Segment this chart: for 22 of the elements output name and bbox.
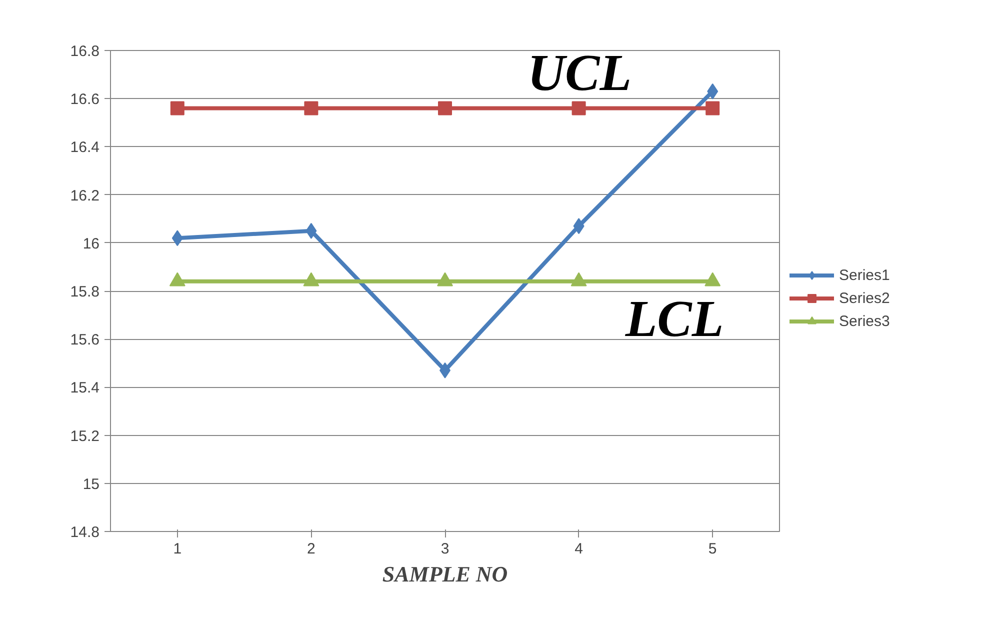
y-tick-label: 16	[82, 235, 100, 252]
annotation: LCL	[624, 291, 724, 348]
x-axis-title: SAMPLE NO	[382, 562, 508, 586]
annotation: UCL	[528, 45, 632, 102]
x-tick-label: 2	[307, 540, 316, 558]
y-tick-label: 16.2	[70, 187, 100, 204]
legend-label: Series3	[839, 312, 890, 330]
y-tick-label: 16.6	[70, 91, 100, 108]
legend-label: Series1	[839, 266, 890, 284]
x-tick-label: 1	[173, 540, 182, 558]
y-tick-label: 15.2	[70, 428, 100, 445]
y-tick-label: 16.4	[70, 139, 100, 156]
legend-label: Series2	[839, 290, 890, 306]
x-tick-label: 3	[440, 540, 450, 558]
x-tick-label: 5	[708, 540, 717, 558]
y-tick-label: 15.6	[70, 332, 100, 349]
y-tick-label: 15	[82, 476, 100, 493]
y-tick-label: 15.4	[70, 380, 100, 397]
x-tick-label: 4	[574, 540, 583, 558]
y-tick-label: 15.8	[70, 284, 100, 300]
y-tick-label: 16.8	[70, 43, 100, 60]
y-tick-label: 14.8	[70, 524, 100, 541]
